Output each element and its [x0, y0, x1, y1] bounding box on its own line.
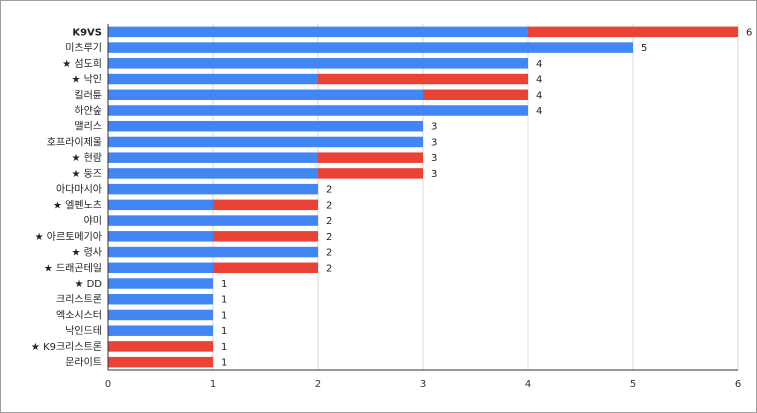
category-label: ★ 아르토메기아 [35, 231, 102, 243]
category-label: ★ 현람 [71, 151, 102, 164]
category-label: 낙인드테 [65, 325, 102, 337]
category-label: 크리스트론 [56, 294, 102, 306]
bar-segment [108, 231, 213, 242]
data-label: 1 [221, 310, 227, 321]
bar-segment [108, 356, 213, 368]
data-label: 6 [746, 27, 752, 38]
category-label: ★ 엘펜노츠 [53, 198, 102, 211]
data-label: 1 [221, 358, 227, 369]
category-label: ★ 낙인 [71, 74, 102, 86]
x-tick-label: 4 [525, 379, 531, 390]
data-label: 3 [431, 137, 437, 148]
data-label: 4 [536, 106, 542, 117]
category-label: 미츠루기 [65, 42, 102, 54]
category-label: 문라이트 [65, 357, 102, 369]
x-tick-label: 5 [630, 379, 636, 390]
x-tick-label: 2 [315, 379, 321, 390]
data-label: 2 [326, 232, 332, 243]
data-label: 1 [221, 342, 227, 353]
bar-segment [108, 73, 318, 85]
data-label: 5 [641, 43, 647, 54]
bar-segment [108, 26, 528, 38]
data-label: 1 [221, 279, 227, 290]
bar-segment [108, 262, 213, 274]
data-label: 3 [431, 122, 437, 133]
bar-segment [108, 246, 318, 258]
bar-segment [108, 136, 423, 148]
data-label: 4 [536, 75, 542, 86]
bar-segment [108, 341, 213, 352]
x-tick-label: 1 [210, 379, 216, 390]
bar-segment [213, 262, 318, 274]
category-label: 엑소시스터 [56, 309, 102, 321]
category-label: K9VS [72, 27, 102, 38]
category-label: 맬리스 [74, 121, 102, 133]
data-label: 4 [536, 90, 542, 101]
x-tick-label: 0 [105, 379, 111, 390]
bar-segment [108, 42, 633, 53]
bar-segment [528, 26, 738, 38]
data-label: 3 [431, 169, 437, 180]
bar-segment [108, 168, 318, 179]
category-label: 하얀숲 [74, 104, 102, 117]
category-label: ★ 둥즈 [71, 168, 102, 180]
category-label: 킬러튠 [74, 88, 102, 101]
category-label: ★ 령사 [71, 247, 102, 259]
bar-segment [108, 215, 318, 226]
bar-segment [108, 120, 423, 132]
bar-segment [213, 231, 318, 242]
bar-segment [213, 199, 318, 211]
bar-segment [108, 293, 213, 305]
category-label: ★ 드래곤테일 [44, 262, 102, 274]
x-tick-label: 6 [735, 379, 741, 390]
data-label: 1 [221, 295, 227, 306]
bar-segment [108, 89, 423, 101]
bar-segment [423, 89, 528, 101]
data-label: 1 [221, 326, 227, 337]
category-label: 호프라이제울 [47, 136, 102, 148]
bar-segment [108, 325, 213, 336]
bar-segment [108, 199, 213, 211]
bar-segment [108, 152, 318, 163]
bar-segment [108, 58, 528, 69]
category-label: ★ K9크리스트론 [31, 341, 102, 353]
bar-segment [108, 278, 213, 289]
bar-segment [108, 105, 528, 116]
category-label: 야미 [84, 215, 102, 227]
data-label: 2 [326, 200, 332, 211]
data-label: 3 [431, 153, 437, 164]
data-label: 4 [536, 59, 542, 70]
category-label: ★ 섬도희 [62, 58, 102, 70]
data-label: 2 [326, 216, 332, 227]
bar-segment [318, 73, 528, 85]
data-label: 2 [326, 248, 332, 259]
category-label: ★ DD [74, 279, 102, 290]
bar-segment [108, 183, 318, 195]
bar-segment [318, 168, 423, 179]
data-label: 2 [326, 185, 332, 196]
bar-segment [108, 309, 213, 321]
data-label: 2 [326, 263, 332, 274]
x-tick-label: 3 [420, 379, 426, 390]
bar-segment [318, 152, 423, 163]
category-label: 아다마시아 [56, 184, 102, 196]
